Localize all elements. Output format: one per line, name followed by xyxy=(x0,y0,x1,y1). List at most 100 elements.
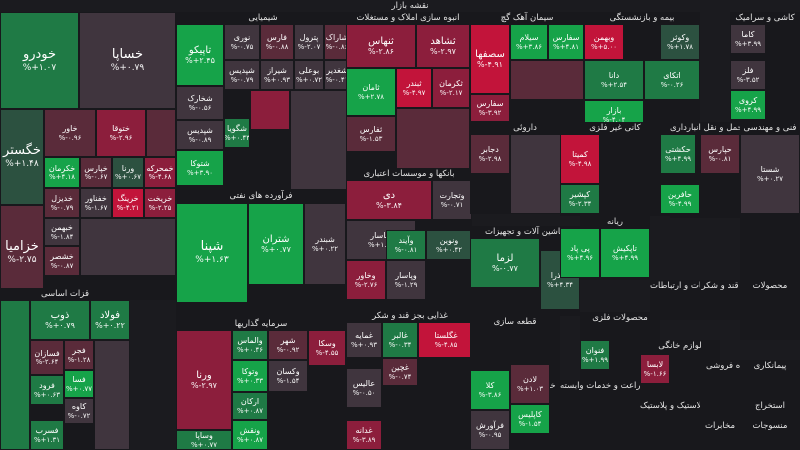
stock-tile[interactable]: ورنا %+۰.۶۷ xyxy=(112,157,144,188)
stock-tile[interactable]: اتکای %-۰.۲۶ xyxy=(644,60,700,100)
stock-tile[interactable]: والماس %+۰.۴۶ xyxy=(232,330,268,360)
sector-title[interactable]: فرآورده های نفتی xyxy=(229,191,293,201)
stock-tile[interactable]: نوری %-۰.۷۵ xyxy=(224,24,260,60)
stock-tile[interactable]: خپارس %-۰.۶۷ xyxy=(80,157,112,188)
stock-tile[interactable]: سفارس %+۴.۸۱ xyxy=(548,24,584,60)
sector-title[interactable]: ریانه xyxy=(607,217,623,227)
stock-tile[interactable] xyxy=(80,218,176,276)
sector-title[interactable]: سیمان آهک گچ xyxy=(500,13,554,23)
stock-tile[interactable]: خریخت %-۲.۲۵ xyxy=(144,188,176,218)
sector-title[interactable]: محصولات xyxy=(752,281,788,291)
stock-tile[interactable]: شهر %-۰.۹۲ xyxy=(268,330,308,360)
stock-tile[interactable]: شپدیس %-۰.۸۹ xyxy=(176,120,224,150)
stock-tile[interactable]: شپدیس %-۰.۷۹ xyxy=(224,60,260,90)
stock-tile[interactable]: فجر %-۱.۲۸ xyxy=(64,340,94,370)
stock-tile[interactable]: دانا %+۲.۵۴ xyxy=(584,60,644,100)
sector-title[interactable]: فنی و مهندسی xyxy=(743,123,797,133)
stock-tile[interactable]: حافرین %-۴.۹۹ xyxy=(660,184,700,214)
stock-tile[interactable]: غمایه %+۰.۹۳ xyxy=(346,322,382,358)
stock-tile[interactable]: خرینگ %-۴.۲۱ xyxy=(112,188,144,218)
sector-title[interactable]: مخابرات xyxy=(704,421,736,431)
stock-tile[interactable]: تاپکیش %+۴.۹۹ xyxy=(600,228,650,278)
sector-title[interactable]: سرمایه گذاریها xyxy=(234,319,288,329)
stock-tile[interactable]: ونقش %+۰.۸۷ xyxy=(232,420,268,450)
stock-tile[interactable]: تاپیکو %+۲.۴۵ xyxy=(176,24,224,86)
sector-title[interactable]: خرده فروشی xyxy=(706,361,754,371)
sector-title[interactable]: محصولات فلزی xyxy=(592,313,648,323)
stock-tile[interactable]: شیراز %+۰.۹۳ xyxy=(260,60,294,90)
stock-tile[interactable]: خساپا %+۰.۷۹ xyxy=(79,12,176,109)
stock-tile[interactable]: خشصر %-۰.۸۷ xyxy=(44,246,80,276)
stock-tile[interactable]: ختوقا %-۲.۹۶ xyxy=(96,109,146,157)
stock-tile[interactable]: فسازان %-۲.۶۴ xyxy=(30,340,64,375)
sector-title[interactable]: حمل و نقل انبارداری xyxy=(670,123,740,133)
stock-tile[interactable] xyxy=(94,340,130,450)
sector-title[interactable]: کاشی و سرامیک xyxy=(735,13,795,23)
stock-tile[interactable]: وتوکا %+۰.۳۳ xyxy=(232,360,268,392)
stock-tile[interactable]: شتوکا %+۳.۹۰ xyxy=(176,150,224,186)
stock-tile[interactable]: فولاد %+۰.۲۲ xyxy=(90,300,130,340)
sector-title[interactable]: قطعه سازی xyxy=(493,317,537,327)
stock-tile[interactable]: فلز %-۳.۵۲ xyxy=(730,60,766,90)
stock-tile[interactable]: خگستر %+۱.۴۸ xyxy=(0,109,44,205)
stock-tile[interactable]: ثنهاس %-۲.۸۶ xyxy=(346,24,416,68)
stock-tile[interactable]: ونوین %+۰.۴۲ xyxy=(426,230,472,260)
stock-tile[interactable]: فسا %+۰.۷۷ xyxy=(64,370,94,398)
sector-title[interactable]: کانی غیر فلزی xyxy=(589,123,641,133)
stock-tile[interactable]: وکوثر %+۱.۷۸ xyxy=(660,24,700,60)
stock-tile[interactable]: کاما %+۳.۹۹ xyxy=(730,24,766,54)
stock-tile[interactable]: بوعلی %+۰.۷۲ xyxy=(294,60,324,90)
sector-title[interactable]: شیمیایی xyxy=(248,13,278,23)
stock-tile[interactable]: غچین %-۰.۷۴ xyxy=(382,358,418,386)
stock-tile[interactable]: سفارس %-۳.۹۲ xyxy=(470,94,510,122)
stock-tile[interactable]: وپاسار %-۱.۲۹ xyxy=(386,260,426,300)
stock-tile[interactable]: خفناور %-۱.۶۷ xyxy=(80,188,112,218)
stock-tile[interactable]: حپارس %-۰.۸۱ xyxy=(700,134,740,174)
stock-tile[interactable]: شخارک %-۰.۵۶ xyxy=(176,86,224,120)
stock-tile[interactable]: ذوب %+۰.۷۹ xyxy=(30,300,90,340)
sector-title[interactable]: استخراج xyxy=(754,401,786,411)
stock-tile[interactable]: فنوان %+۱.۹۹ xyxy=(580,340,610,370)
stock-tile[interactable]: کروی %+۴.۹۹ xyxy=(730,90,766,120)
stock-tile[interactable]: لادن %+۱.۰۳ xyxy=(510,364,550,404)
sector-title[interactable]: زراعت و خدمات وابسته xyxy=(560,381,640,391)
stock-tile[interactable]: غگلستا %-۴.۸۵ xyxy=(418,322,474,358)
sector-title[interactable]: اطلاعات و ارتباطات xyxy=(650,281,700,291)
stock-tile[interactable]: فرآورش %-۰.۹۵ xyxy=(470,410,510,450)
stock-tile[interactable]: خکرمان %+۴.۱۸ xyxy=(44,157,80,188)
stock-tile[interactable]: شپنا %+۱.۶۳ xyxy=(176,203,248,303)
stock-tile[interactable]: وخاور %-۲.۷۶ xyxy=(346,260,386,300)
stock-tile[interactable]: وسکا %-۴.۵۵ xyxy=(308,330,346,366)
stock-tile[interactable] xyxy=(290,90,350,190)
stock-tile[interactable]: کگذرا%+۴.۳۴ xyxy=(540,250,580,310)
sector-title[interactable]: داروئی xyxy=(513,123,537,133)
stock-tile[interactable]: وکسان %-۱.۵۴ xyxy=(268,360,308,392)
sector-title[interactable]: لاستیک و پلاستیک xyxy=(640,401,700,411)
stock-tile[interactable]: شتران %+۰.۷۷ xyxy=(248,203,304,285)
stock-tile[interactable]: دجابر %-۲.۹۸ xyxy=(470,134,510,174)
stock-tile[interactable]: شاراک %-۰.۸۶ xyxy=(324,24,350,60)
sector-title[interactable]: لوازم خانگی xyxy=(658,341,702,351)
stock-tile[interactable]: خبهمن %-۱.۸۴ xyxy=(44,218,80,246)
stock-tile[interactable]: فرود %+۰.۶۳ xyxy=(30,375,64,405)
stock-tile[interactable]: خدیزل %-۰.۷۹ xyxy=(44,188,80,218)
stock-tile[interactable]: وتجارت %-۰.۷۱ xyxy=(432,180,472,220)
stock-tile[interactable]: وساپا %+۰.۷۷ xyxy=(176,430,232,450)
stock-tile[interactable]: کاوه %-۰.۷۲ xyxy=(64,398,94,424)
stock-tile[interactable]: ثکرمان %-۲.۱۷ xyxy=(432,68,470,108)
sector-title[interactable]: ماشین آلات و تجهیزات xyxy=(484,227,566,237)
stock-tile[interactable]: لزما %-۰.۷۷ xyxy=(470,238,540,288)
stock-tile[interactable]: کاپلیس %-۱.۵۴ xyxy=(510,404,550,434)
stock-tile[interactable]: کلا %-۳.۸۶ xyxy=(470,370,510,410)
stock-tile[interactable] xyxy=(510,60,584,100)
sector-title[interactable]: قزات اساسی xyxy=(40,289,90,299)
stock-tile[interactable] xyxy=(0,300,30,450)
stock-tile[interactable]: وآیند %-۰.۸۱ xyxy=(386,230,426,260)
stock-tile[interactable]: شگویا %+۰.۴۳ xyxy=(224,118,250,148)
stock-tile[interactable]: خمحرکه %-۴.۶۸ xyxy=(144,157,176,188)
stock-tile[interactable]: شبندر %+۰.۲۲ xyxy=(304,203,346,285)
sector-title[interactable]: منسوجات xyxy=(752,421,788,431)
sector-title[interactable]: بانکها و موسسات اعتباری xyxy=(363,169,455,179)
stock-tile[interactable]: کپشیر %-۲.۳۴ xyxy=(560,184,600,214)
stock-tile[interactable]: خاور %-۰.۹۶ xyxy=(44,109,96,157)
